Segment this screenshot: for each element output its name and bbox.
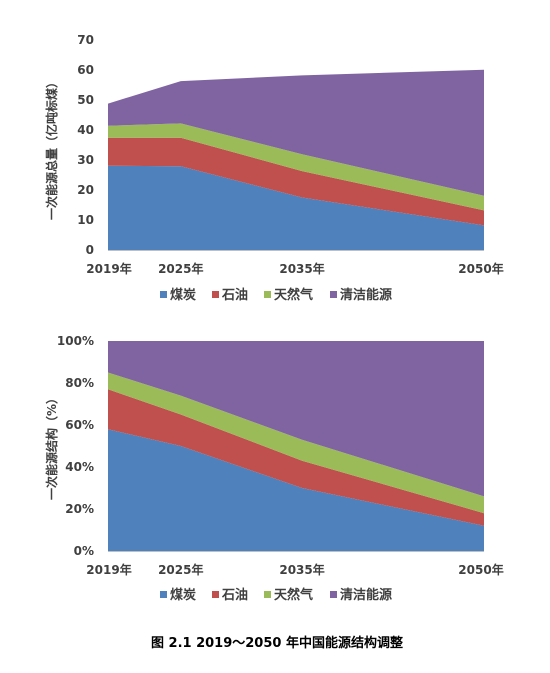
chart-2-y-axis-label: 一次能源结构（%）	[44, 392, 59, 500]
chart-2-legend: 煤炭 石油 天然气 清洁能源	[160, 587, 392, 603]
legend-swatch	[330, 291, 337, 298]
y-tick-label: 50	[77, 93, 94, 107]
chart-1-areas	[108, 69, 484, 250]
figure-caption: 图 2.1 2019～2050 年中国能源结构调整	[151, 635, 404, 651]
chart-1-y-axis-label: 一次能源总量（亿吨标煤）	[44, 76, 59, 220]
legend-swatch	[264, 291, 271, 298]
legend-label: 清洁能源	[340, 587, 392, 603]
energy-structure-chart: 0% 20% 40% 60% 80% 100% 2019年 2025年 2035年 2050年 一…	[44, 334, 504, 603]
x-tick-label: 2035年	[279, 562, 324, 577]
area-煤炭	[108, 429, 484, 551]
x-tick-label: 2025年	[158, 261, 203, 276]
legend-label: 煤炭	[170, 587, 196, 603]
y-tick-label: 20%	[65, 502, 94, 516]
y-tick-label: 100%	[57, 334, 94, 348]
area-石油	[108, 137, 484, 226]
legend-swatch	[330, 591, 337, 598]
area-清洁能源	[108, 341, 484, 497]
x-tick-label: 2025年	[158, 562, 203, 577]
energy-total-chart: 0 10 20 30 40 50 60 70 2019年 2025年 2035年 2050年 一次能源…	[44, 33, 504, 303]
legend-label: 天然气	[274, 587, 313, 603]
chart-1-axes: 0 10 20 30 40 50 60 70 2019年 2025年 2035年 2050年	[77, 33, 503, 276]
legend-label: 石油	[221, 587, 248, 603]
x-tick-label: 2035年	[279, 261, 324, 276]
chart-2-axes: 0% 20% 40% 60% 80% 100% 2019年 2025年 2035年 2050年	[57, 334, 504, 577]
y-tick-label: 20	[77, 183, 94, 197]
legend-swatch	[212, 591, 219, 598]
legend-label: 清洁能源	[340, 287, 392, 303]
legend-label: 石油	[221, 287, 248, 303]
x-tick-label: 2050年	[458, 261, 503, 276]
y-tick-label: 40	[77, 123, 94, 137]
y-tick-label: 60%	[65, 418, 94, 432]
y-tick-label: 0%	[74, 544, 94, 558]
y-tick-label: 60	[77, 63, 94, 77]
y-tick-label: 70	[77, 33, 94, 47]
legend-label: 煤炭	[170, 287, 196, 303]
x-tick-label: 2050年	[458, 562, 503, 577]
area-石油	[108, 389, 484, 526]
chart-2-areas	[108, 341, 484, 551]
area-清洁能源	[108, 69, 484, 196]
x-tick-label: 2019年	[86, 261, 131, 276]
legend-swatch	[212, 291, 219, 298]
y-tick-label: 10	[77, 213, 94, 227]
legend-label: 天然气	[274, 287, 313, 303]
y-tick-label: 80%	[65, 376, 94, 390]
area-天然气	[108, 372, 484, 514]
y-tick-label: 0	[86, 243, 94, 257]
legend-swatch	[160, 291, 167, 298]
y-tick-label: 30	[77, 153, 94, 167]
y-tick-label: 40%	[65, 460, 94, 474]
area-煤炭	[108, 165, 484, 250]
x-tick-label: 2019年	[86, 562, 131, 577]
area-天然气	[108, 123, 484, 211]
chart-1-legend: 煤炭 石油 天然气 清洁能源	[160, 287, 392, 303]
legend-swatch	[264, 591, 271, 598]
legend-swatch	[160, 591, 167, 598]
